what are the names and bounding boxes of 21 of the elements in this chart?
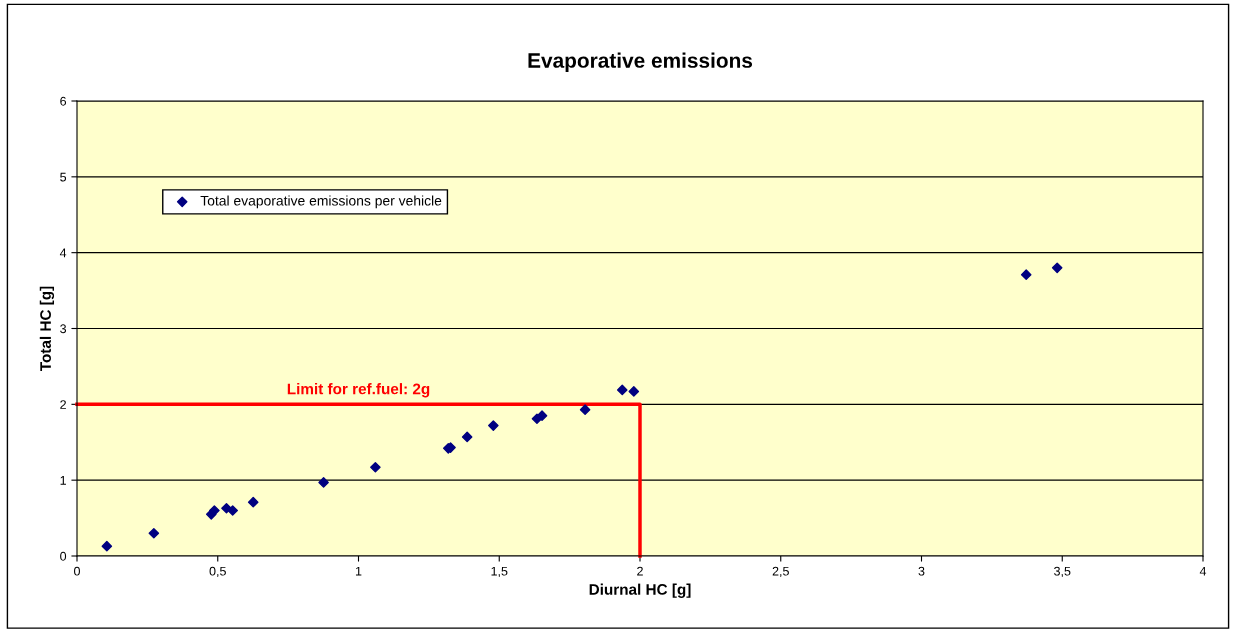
annotation: Limit for ref.fuel: 2g bbox=[287, 383, 430, 398]
y-tick-label: 1 bbox=[60, 476, 66, 485]
y-tick-label: 6 bbox=[60, 96, 67, 106]
legend-label: Total evaporative emissions per vehicle bbox=[200, 195, 442, 209]
x-axis-title: Diurnal HC [g] bbox=[589, 583, 691, 598]
x-tick-label: 1 bbox=[355, 566, 362, 576]
x-tick-label: 2,5 bbox=[772, 566, 789, 578]
x-tick-label: 0,5 bbox=[209, 566, 226, 578]
chart-title: Evaporative emissions bbox=[528, 52, 753, 72]
y-tick-label: 3 bbox=[60, 324, 67, 334]
x-tick-label: 4 bbox=[1199, 566, 1207, 576]
x-tick-label: 3,5 bbox=[1054, 566, 1071, 578]
x-tick-label: 1,5 bbox=[491, 566, 508, 578]
y-tick-label: 4 bbox=[59, 248, 67, 258]
y-tick-label: 2 bbox=[60, 400, 66, 409]
y-tick-label: 5 bbox=[60, 172, 67, 182]
x-tick-label: 2 bbox=[637, 566, 643, 576]
y-tick-label: 0 bbox=[60, 551, 67, 561]
x-tick-label: 0 bbox=[74, 566, 80, 576]
y-axis-title: Total HC [g] bbox=[39, 286, 55, 372]
x-tick-label: 3 bbox=[918, 566, 925, 576]
